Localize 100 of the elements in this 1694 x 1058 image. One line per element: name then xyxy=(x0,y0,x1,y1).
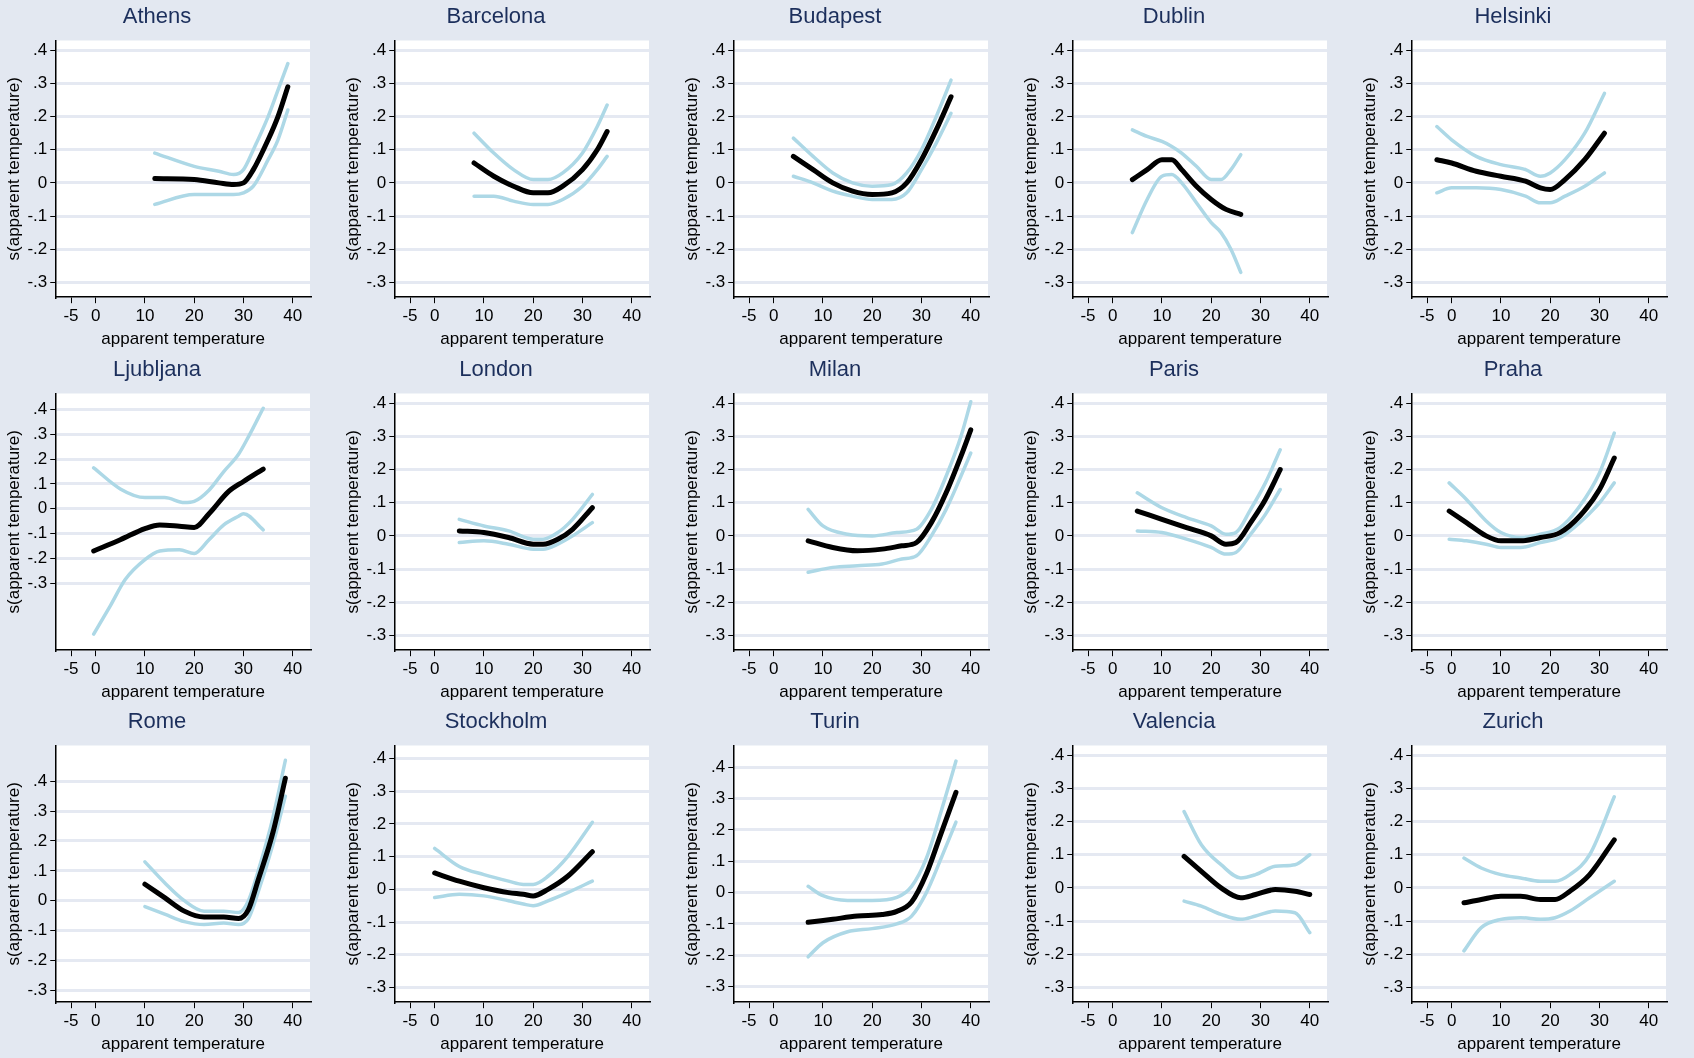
x-tick-label: 10 xyxy=(135,658,155,678)
x-tick-label: -5 xyxy=(1419,658,1435,678)
y-tick-label: -.1 xyxy=(705,205,726,225)
y-tick-label: .2 xyxy=(33,106,48,126)
y-axis-title: s(apparent temperature) xyxy=(342,782,362,966)
x-tick-label: 0 xyxy=(1446,658,1457,678)
x-tick-label: 0 xyxy=(1107,306,1118,326)
y-tick-label: -.1 xyxy=(705,558,726,578)
y-tick-label: .3 xyxy=(372,425,387,445)
line-series xyxy=(143,758,288,915)
x-tick-label: 30 xyxy=(573,306,592,326)
chart-title: Athens xyxy=(122,3,192,29)
y-tick-label: -.1 xyxy=(27,920,48,940)
y-axis-title: s(apparent temperature) xyxy=(1359,77,1379,261)
x-tick-label: 0 xyxy=(429,1011,440,1031)
x-tick-label: 0 xyxy=(90,1011,101,1031)
x-tick-label: 40 xyxy=(1300,658,1320,678)
y-tick-label: -.3 xyxy=(366,271,387,291)
line-series xyxy=(806,450,973,574)
y-tick-label: .4 xyxy=(1389,745,1404,765)
x-tick-label: 40 xyxy=(622,658,642,678)
line-series xyxy=(1182,899,1312,935)
x-tick-label: 0 xyxy=(429,658,440,678)
x-tick-label: 30 xyxy=(912,658,931,678)
y-tick-label: 0 xyxy=(37,172,48,192)
y-tick-label: -.2 xyxy=(705,945,726,965)
y-tick-label: .2 xyxy=(33,448,48,468)
y-tick-label: -.3 xyxy=(705,976,726,996)
y-tick-label: .1 xyxy=(1050,492,1065,512)
x-tick-label: 10 xyxy=(1152,306,1172,326)
y-axis-title: s(apparent temperature) xyxy=(1359,782,1379,966)
x-tick-label: 20 xyxy=(523,306,543,326)
line-series xyxy=(1135,487,1282,556)
x-tick-label: 40 xyxy=(283,658,303,678)
x-tick-label: 20 xyxy=(1540,306,1560,326)
y-tick-label: .3 xyxy=(33,73,48,93)
y-tick-label: -.3 xyxy=(1044,977,1065,997)
x-tick-label: -5 xyxy=(741,658,757,678)
x-tick-label: 10 xyxy=(1152,1011,1172,1031)
chart-title: Barcelona xyxy=(446,3,547,29)
x-axis-title: apparent temperature xyxy=(779,682,943,702)
y-tick-label: .4 xyxy=(711,757,726,777)
x-tick-label: -5 xyxy=(402,1011,418,1031)
y-tick-label: .2 xyxy=(1050,458,1065,478)
x-tick-label: 30 xyxy=(912,1011,931,1031)
y-tick-label: -.3 xyxy=(27,980,48,1000)
x-tick-label: -5 xyxy=(1080,658,1096,678)
y-tick-label: .2 xyxy=(711,819,726,839)
x-axis-title: apparent temperature xyxy=(440,1034,604,1054)
chart-title: Stockholm xyxy=(444,708,548,734)
y-tick-label: .1 xyxy=(711,139,726,159)
x-tick-label: -5 xyxy=(63,658,79,678)
y-tick-label: .1 xyxy=(1389,844,1404,864)
y-tick-label: -.3 xyxy=(27,271,48,291)
x-axis-title: apparent temperature xyxy=(101,682,265,702)
y-tick-label: .3 xyxy=(33,801,48,821)
line-series xyxy=(806,759,958,903)
y-tick-label: .2 xyxy=(372,813,387,833)
x-tick-label: 10 xyxy=(474,306,494,326)
y-tick-label: -.3 xyxy=(1383,271,1404,291)
x-tick-label: 20 xyxy=(862,658,882,678)
y-tick-label: -.3 xyxy=(705,624,726,644)
x-axis-title: apparent temperature xyxy=(1118,682,1282,702)
y-tick-label: .4 xyxy=(1389,40,1404,60)
y-tick-label: -.1 xyxy=(705,913,726,933)
x-tick-label: -5 xyxy=(1080,306,1096,326)
x-tick-label: 20 xyxy=(1201,306,1221,326)
y-axis-title: s(apparent temperature) xyxy=(1359,429,1379,614)
x-tick-label: 20 xyxy=(1201,658,1221,678)
y-tick-label: .3 xyxy=(1050,425,1065,445)
y-tick-label: -.2 xyxy=(27,950,48,970)
y-tick-label: .3 xyxy=(711,73,726,93)
y-tick-label: -.1 xyxy=(366,205,387,225)
line-series xyxy=(153,61,290,177)
line-series xyxy=(1182,810,1312,881)
line-series xyxy=(472,154,609,207)
x-tick-label: -5 xyxy=(402,658,418,678)
y-axis-title: s(apparent temperature) xyxy=(1020,782,1040,966)
y-axis-title: s(apparent temperature) xyxy=(342,77,362,261)
x-axis-title: apparent temperature xyxy=(1457,682,1621,702)
y-tick-label: .2 xyxy=(1050,106,1065,126)
x-tick-label: 10 xyxy=(813,658,833,678)
x-tick-label: 40 xyxy=(283,1011,303,1031)
y-tick-label: .4 xyxy=(1050,392,1065,412)
y-tick-label: -.3 xyxy=(1044,271,1065,291)
y-tick-label: 0 xyxy=(1393,525,1404,545)
y-tick-label: -.1 xyxy=(27,205,48,225)
x-tick-label: 0 xyxy=(90,658,101,678)
line-series xyxy=(1447,480,1617,549)
y-tick-label: -.3 xyxy=(366,624,387,644)
x-axis-title: apparent temperature xyxy=(779,329,943,349)
y-tick-label: 0 xyxy=(1054,172,1065,192)
y-tick-label: .2 xyxy=(372,106,387,126)
y-axis-title: s(apparent temperature) xyxy=(342,429,362,614)
line-series xyxy=(457,520,595,551)
y-tick-label: .4 xyxy=(33,40,48,60)
y-tick-label: -.2 xyxy=(1044,591,1065,611)
y-tick-label: -.1 xyxy=(1383,205,1404,225)
x-tick-label: 30 xyxy=(1251,306,1270,326)
y-tick-label: -.2 xyxy=(1383,591,1404,611)
